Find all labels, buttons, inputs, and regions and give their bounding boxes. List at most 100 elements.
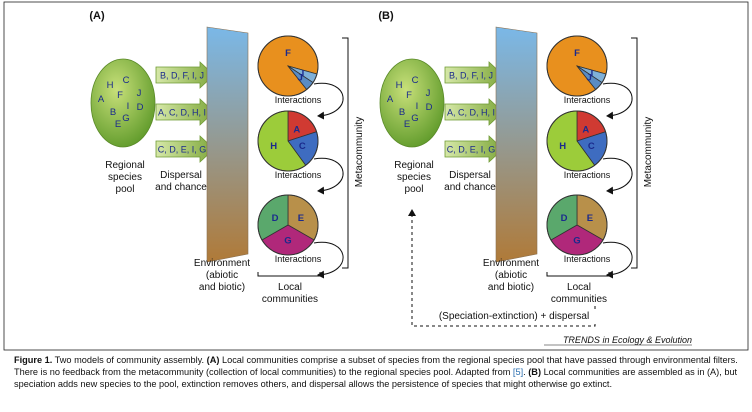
local-community-1: FIJ Interactions xyxy=(257,35,344,120)
pool-species-letter: A xyxy=(98,94,105,105)
dispersal-arrow-label: C, D, E, I, G xyxy=(158,145,207,155)
pie-slice-label: F xyxy=(574,48,580,59)
interactions-label: Interactions xyxy=(564,95,611,105)
pool-species-letter: I xyxy=(127,101,130,112)
pie-slice-label: D xyxy=(272,213,279,224)
interaction-loop-arrow xyxy=(313,157,344,195)
environment-label: Environment xyxy=(483,258,539,269)
pie-slice-label: C xyxy=(299,141,306,152)
dispersal-label: and chance xyxy=(155,182,207,193)
caption-b-label: (B) xyxy=(528,367,542,378)
figure-caption: Figure 1. Two models of community assemb… xyxy=(14,354,740,391)
local-communities-label: communities xyxy=(262,294,318,305)
pool-species-letter: J xyxy=(137,88,142,99)
pie-slice-label: H xyxy=(270,141,277,152)
caption-lead: Figure 1. xyxy=(14,355,53,365)
pool-species-letter: E xyxy=(115,119,121,130)
local-community-2: AC H Interactions xyxy=(546,110,633,195)
pool-label: pool xyxy=(405,184,424,195)
interaction-loop-arrow xyxy=(602,82,633,120)
feedback-dashed-arrow xyxy=(408,209,596,327)
pool-species-letter: C xyxy=(123,75,130,86)
pie-slice-label: J xyxy=(298,73,303,84)
pie-slice-label: D xyxy=(561,213,568,224)
metacommunity-bracket xyxy=(342,37,349,269)
environment-label: and biotic) xyxy=(488,282,534,293)
pool-species-letter: C xyxy=(412,75,419,86)
environment-label: Environment xyxy=(194,258,250,269)
local-community-3: E G D Interactions xyxy=(546,194,633,279)
pool-species-letter: H xyxy=(396,80,403,91)
pool-species-letter: B xyxy=(399,107,405,118)
pie-slice-label: F xyxy=(285,48,291,59)
dispersal-arrow-label: C, D, E, I, G xyxy=(447,145,496,155)
interactions-label: Interactions xyxy=(564,254,611,264)
interaction-loop-arrow xyxy=(313,241,344,279)
caption-a-label: (A) xyxy=(206,355,220,365)
pool-species-letter: B xyxy=(110,107,116,118)
pie-slice-label: A xyxy=(293,124,300,135)
pool-species-letter: F xyxy=(117,90,123,101)
pie-outline xyxy=(257,194,319,256)
panel-label: (B) xyxy=(378,10,394,22)
local-community-2: AC H Interactions xyxy=(257,110,344,195)
environment-filter xyxy=(206,26,249,263)
local-community-3: E G D Interactions xyxy=(257,194,344,279)
pool-label: pool xyxy=(116,184,135,195)
pool-species-letter: D xyxy=(426,102,433,113)
local-communities-label: communities xyxy=(551,294,607,305)
interaction-loop-arrow xyxy=(602,157,633,195)
local-communities-bracket xyxy=(546,272,610,277)
metacommunity-label: Metacommunity xyxy=(354,117,365,188)
pool-label: species xyxy=(397,172,431,183)
local-communities-label: Local xyxy=(278,282,302,293)
pie-slice-label: I xyxy=(302,68,305,79)
pool-species-letter: H xyxy=(107,80,114,91)
interaction-loop-arrow xyxy=(313,82,344,120)
dispersal-arrow-label: B, D, F, I, J xyxy=(160,71,204,81)
local-community-1: FIJ Interactions xyxy=(546,35,633,120)
interactions-label: Interactions xyxy=(564,170,611,180)
pool-species-letter: E xyxy=(404,119,410,130)
pie-outline xyxy=(546,35,608,97)
pie-slice-label: E xyxy=(587,213,593,224)
environment-label: (abiotic xyxy=(495,270,527,281)
pie-slice-label: I xyxy=(591,68,594,79)
interactions-label: Interactions xyxy=(275,170,322,180)
pie-outline xyxy=(257,110,319,172)
pool-label: species xyxy=(108,172,142,183)
environment-label: (abiotic xyxy=(206,270,238,281)
dispersal-label: Dispersal xyxy=(449,170,491,181)
local-communities-bracket xyxy=(257,272,321,277)
pie-slice-label: A xyxy=(582,124,589,135)
regional-species-pool xyxy=(379,58,445,148)
caption-reference-link[interactable]: [5] xyxy=(512,367,524,378)
pool-species-letter: G xyxy=(411,113,418,124)
dispersal-arrow-label: A, C, D, H, I xyxy=(447,108,495,118)
environment-filter xyxy=(495,26,538,263)
local-communities-label: Local xyxy=(567,282,591,293)
feedback-label: (Speciation-extinction) + dispersal xyxy=(439,311,589,322)
pie-slice-label: C xyxy=(588,141,595,152)
pool-species-letter: G xyxy=(122,113,129,124)
metacommunity-label: Metacommunity xyxy=(643,117,654,188)
caption-text-2: Local communities comprise a subset of s… xyxy=(14,355,738,378)
interaction-loop-arrow xyxy=(602,241,633,279)
interactions-label: Interactions xyxy=(275,95,322,105)
feedback-loop: (Speciation-extinction) + dispersal xyxy=(408,209,599,327)
pool-label: Regional xyxy=(394,160,433,171)
pool-species-letter: D xyxy=(137,102,144,113)
pie-slice-label: E xyxy=(298,213,304,224)
pie-slice-label: G xyxy=(284,236,291,247)
caption-text-4: Local communities are assembled as in (A… xyxy=(14,367,738,390)
figure-frame xyxy=(3,1,749,351)
environment-label: and biotic) xyxy=(199,282,245,293)
panel-label: (A) xyxy=(89,10,105,22)
interactions-label: Interactions xyxy=(275,254,322,264)
pool-species-letter: J xyxy=(426,88,431,99)
regional-species-pool xyxy=(90,58,156,148)
pool-species-letter: I xyxy=(416,101,419,112)
